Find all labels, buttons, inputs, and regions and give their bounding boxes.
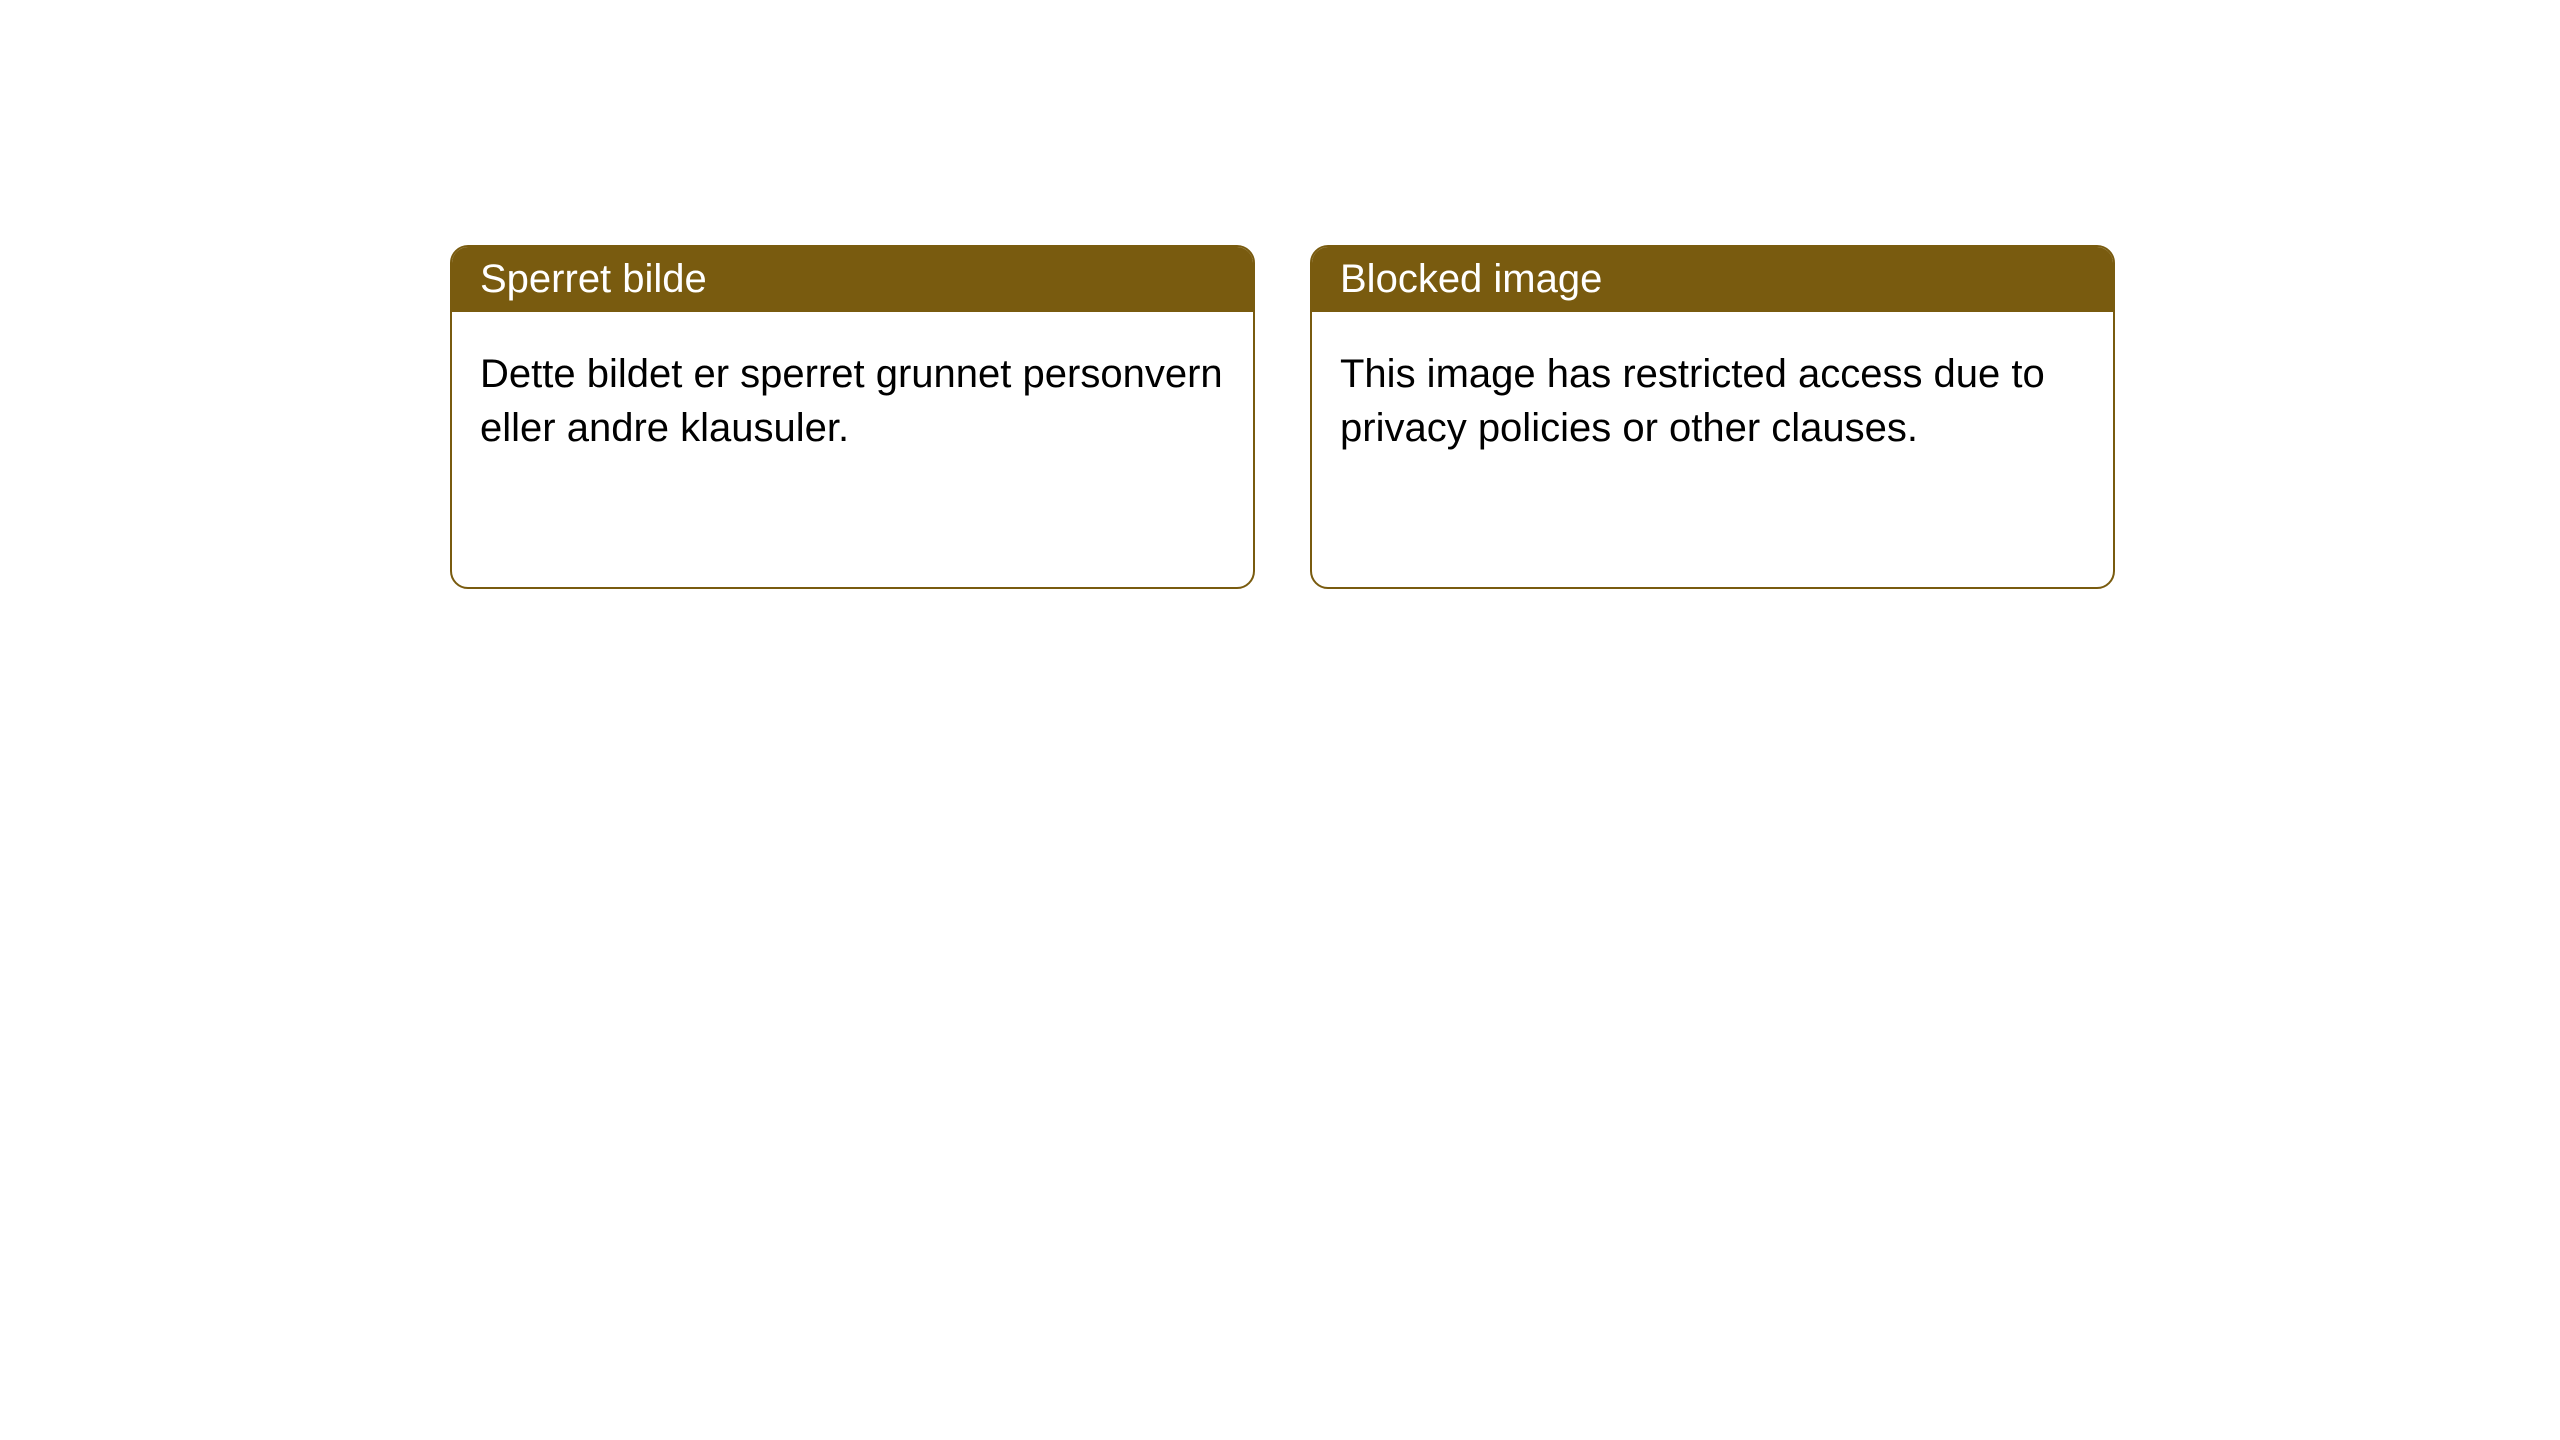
- card-header: Blocked image: [1312, 247, 2113, 312]
- card-title: Blocked image: [1340, 257, 1602, 301]
- card-body-text: This image has restricted access due to …: [1340, 347, 2085, 455]
- card-body: This image has restricted access due to …: [1312, 312, 2113, 587]
- card-title: Sperret bilde: [480, 257, 707, 301]
- card-body-text: Dette bildet er sperret grunnet personve…: [480, 347, 1225, 455]
- notice-card-english: Blocked image This image has restricted …: [1310, 245, 2115, 589]
- notice-cards-container: Sperret bilde Dette bildet er sperret gr…: [450, 245, 2115, 589]
- notice-card-norwegian: Sperret bilde Dette bildet er sperret gr…: [450, 245, 1255, 589]
- card-body: Dette bildet er sperret grunnet personve…: [452, 312, 1253, 587]
- card-header: Sperret bilde: [452, 247, 1253, 312]
